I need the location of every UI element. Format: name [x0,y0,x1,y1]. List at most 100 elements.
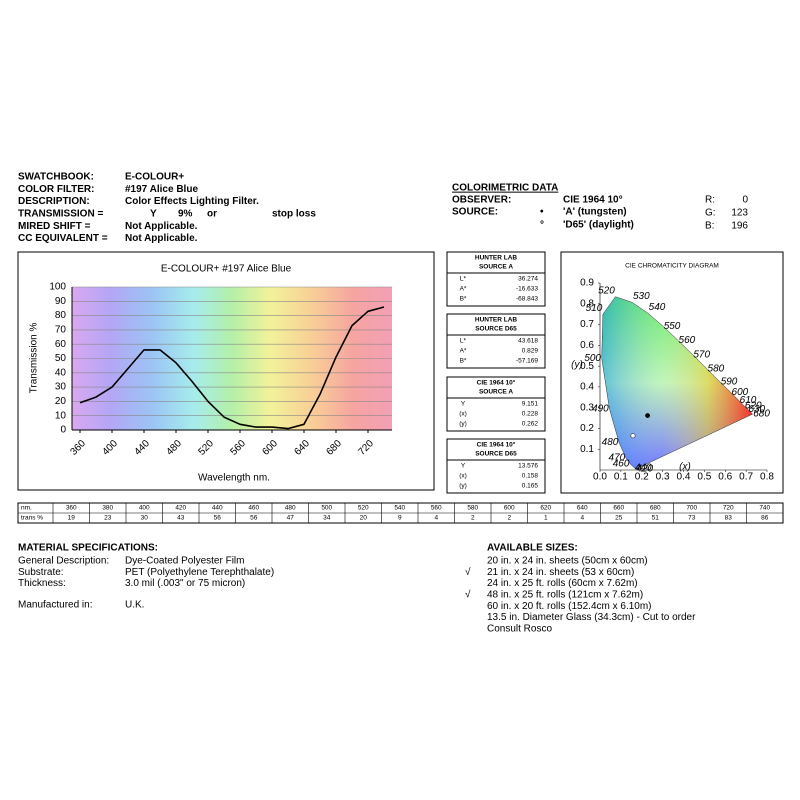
table-cell: 86 [761,515,769,522]
y-tick-label: 0.9 [580,278,594,289]
x-tick-label: 680 [324,438,344,458]
section-title: AVAILABLE SIZES: [487,543,578,554]
table-row-label: nm. [21,505,32,512]
gamut-fill [601,296,754,470]
locus-label: 480 [602,437,619,448]
header-value: Not Applicable. [125,221,198,232]
locus-label: 520 [598,285,615,296]
y-tick-label: 0.1 [580,444,594,455]
rgb-label: R: [705,195,715,206]
y-tick-label: 40 [55,367,67,378]
header-label: TRANSMISSION = [18,209,103,220]
box-label: B* [460,296,467,303]
x-tick-label: 0.5 [697,472,711,483]
chart-title: CIE CHROMATICITY DIAGRAM [625,263,719,270]
y-tick-label: 0.5 [580,361,594,372]
header-label: CC EQUIVALENT = [18,233,108,244]
header-label: SWATCHBOOK: [18,172,94,183]
table-cell: 1 [544,515,548,522]
x-tick-label: 720 [356,438,376,458]
box-title: SOURCE D65 [475,326,517,333]
rgb-value: 123 [731,208,748,219]
locus-label: 510 [586,303,603,314]
y-tick-label: 80 [55,310,67,321]
x-tick-label: 480 [164,438,184,458]
box-label: Y [461,401,466,408]
box-value: 13.576 [518,463,538,470]
box-value: 0.262 [522,421,539,428]
locus-label: 590 [721,377,738,388]
y-tick-label: 30 [55,382,67,393]
table-cell: 4 [580,515,584,522]
x-tick-label: 360 [68,438,88,458]
header-label: MIRED SHIFT = [18,221,91,232]
size-item: 20 in. x 24 in. sheets (50cm x 60cm) [487,556,648,567]
chart-frame [17,251,435,491]
y-tick-label: 0.6 [580,340,594,351]
table-cell: 20 [360,515,368,522]
x-axis-label: (x) [679,462,691,473]
table-cell: 640 [577,505,588,512]
table-cell: 620 [540,505,551,512]
size-item: 13.5 in. Diameter Glass (34.3cm) - Cut t… [487,612,696,623]
locus-label: 630 [748,404,765,415]
x-tick-label: 0.0 [593,472,607,483]
y-tick-label: 0.4 [580,382,594,393]
x-tick-label: 0.2 [635,472,649,483]
box-value: 43.618 [518,338,538,345]
table-cell: 83 [725,515,733,522]
header-value: Not Applicable. [125,233,198,244]
rgb-value: 0 [742,195,748,206]
x-tick-label: 400 [100,438,120,458]
table-cell: 580 [467,505,478,512]
chart-title: E-COLOUR+ #197 Alice Blue [161,264,292,275]
size-item: 48 in. x 25 ft. rolls (121cm x 7.62m) [487,590,643,601]
x-tick-label: 560 [228,438,248,458]
locus-label: 580 [708,363,725,374]
source-name: 'D65' (daylight) [563,220,634,231]
table-cell: 47 [287,515,295,522]
header-value: or [207,209,217,220]
table-cell: 420 [175,505,186,512]
spec-label: Manufactured in: [18,600,93,611]
x-tick-label: 0.8 [760,472,774,483]
table-cell: 540 [394,505,405,512]
y-tick-label: 0.8 [580,298,594,309]
label: OBSERVER: [452,195,511,206]
box-title: SOURCE A [479,264,513,271]
box-value: 0.829 [522,348,539,355]
value: CIE 1964 10° [563,195,623,206]
box-title: CIE 1964 10° [477,379,516,387]
table-cell: 4 [434,515,438,522]
table-cell: 2 [471,515,475,522]
locus-label: 680 [753,409,770,420]
size-item: 24 in. x 25 ft. rolls (60cm x 7.62m) [487,578,638,589]
data-box [446,251,546,307]
table-cell: 500 [321,505,332,512]
x-tick-label: 0.7 [739,472,753,483]
box-value: 36.274 [518,276,538,283]
table-cell: 400 [139,505,150,512]
table-cell: 360 [66,505,77,512]
box-title: HUNTER LAB [475,317,518,324]
data-box [446,438,546,494]
box-value: 0.158 [522,473,539,480]
y-tick-label: 70 [55,325,67,336]
locus-label: 420 [636,464,653,475]
header-value: stop loss [272,209,316,220]
size-check: √ [465,589,471,601]
locus-label: 540 [649,302,666,313]
table-cell: 25 [615,515,623,522]
locus-label: 440 [635,462,652,473]
locus-label: 470 [609,453,626,464]
box-value: -68.843 [516,296,538,303]
locus-label: 460 [613,458,630,469]
chromaticity-point [630,433,636,439]
y-tick-label: 0 [60,425,66,436]
locus-label: 610 [740,395,757,406]
locus-label: 620 [745,401,762,412]
header-value: 9% [178,209,193,220]
table-cell: 30 [141,515,149,522]
source-symbol: • [540,207,544,218]
